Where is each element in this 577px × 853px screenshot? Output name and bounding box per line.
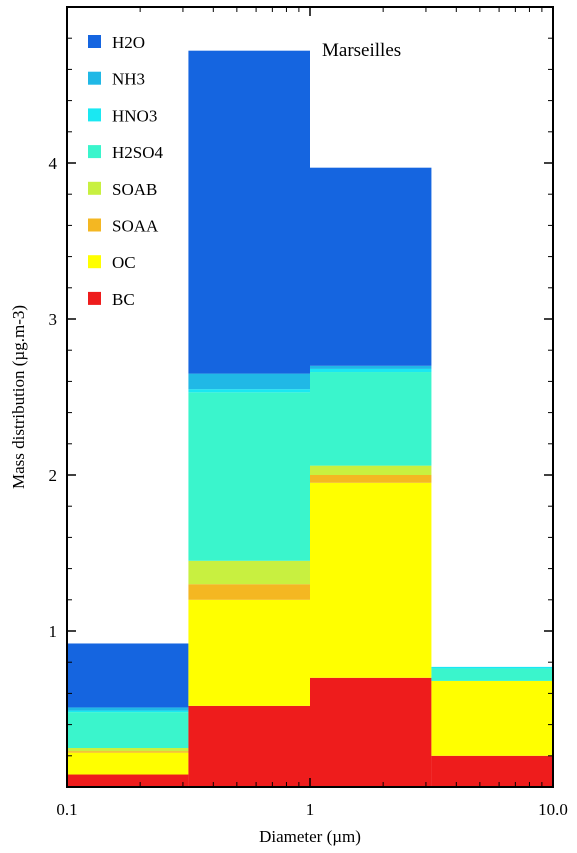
bar-segment-oc-bin-1	[67, 752, 189, 775]
bars-layer	[67, 50, 553, 787]
bar-segment-bc-bin-4	[431, 755, 553, 787]
x-tick-label: 1	[306, 800, 315, 819]
bar-segment-hno3-bin-4	[431, 666, 553, 669]
legend: H2O NH3 HNO3 H2SO4 SOAB SOAA OC BC	[88, 33, 164, 309]
legend-swatch-oc	[88, 255, 101, 269]
legend-label-h2so4: H2SO4	[112, 143, 164, 162]
bar-segment-soab-bin-3	[310, 465, 432, 475]
bar-segment-soab-bin-2	[188, 560, 310, 585]
legend-label-soaa: SOAA	[112, 217, 159, 236]
legend-label-soab: SOAB	[112, 180, 157, 199]
y-tick-label: 2	[49, 466, 58, 485]
legend-swatch-soab	[88, 181, 101, 195]
bar-segment-h2o-bin-2	[188, 50, 310, 374]
bar-segment-hno3-bin-3	[310, 368, 432, 373]
location-annotation: Marseilles	[322, 40, 401, 61]
legend-swatch-hno3	[88, 108, 101, 122]
bar-segment-nh3-bin-1	[67, 707, 189, 711]
bar-segment-h2o-bin-3	[310, 167, 432, 366]
legend-label-oc: OC	[112, 253, 136, 272]
legend-swatch-bc	[88, 291, 101, 305]
bar-segment-nh3-bin-2	[188, 373, 310, 390]
y-axis-label: Mass distribution (µg.m-3)	[9, 305, 28, 489]
bar-segment-h2so4-bin-4	[431, 668, 553, 681]
legend-swatch-h2o	[88, 35, 101, 48]
bar-segment-hno3-bin-1	[67, 710, 189, 713]
bar-segment-h2so4-bin-3	[310, 372, 432, 466]
bar-segment-soaa-bin-3	[310, 475, 432, 483]
x-tick-label: 10.0	[538, 800, 568, 819]
bar-segment-h2so4-bin-2	[188, 392, 310, 561]
bar-segment-oc-bin-2	[188, 599, 310, 706]
bar-segment-bc-bin-1	[67, 774, 189, 787]
bar-segment-bc-bin-2	[188, 705, 310, 787]
bar-segment-soaa-bin-2	[188, 584, 310, 600]
x-axis-label: Diameter (µm)	[259, 827, 361, 846]
legend-label-hno3: HNO3	[112, 106, 157, 125]
legend-label-h2o: H2O	[112, 33, 145, 52]
y-tick-label: 4	[49, 154, 58, 173]
y-tick-label: 3	[49, 310, 58, 329]
x-tick-label: 0.1	[56, 800, 77, 819]
legend-label-nh3: NH3	[112, 70, 145, 89]
bar-segment-bc-bin-3	[310, 677, 432, 787]
bar-segment-hno3-bin-2	[188, 389, 310, 393]
ticks-layer: 1 2 3 4 0.1 1 10.0	[49, 7, 568, 819]
y-tick-label: 1	[49, 622, 58, 641]
bar-segment-nh3-bin-3	[310, 365, 432, 369]
bar-segment-oc-bin-3	[310, 482, 432, 678]
legend-label-bc: BC	[112, 290, 135, 309]
legend-swatch-soaa	[88, 218, 101, 232]
bar-segment-oc-bin-4	[431, 680, 553, 756]
bar-segment-h2o-bin-1	[67, 643, 189, 708]
legend-swatch-nh3	[88, 71, 101, 85]
bar-segment-soaa-bin-1	[67, 751, 189, 753]
legend-swatch-h2so4	[88, 145, 101, 159]
bar-segment-h2so4-bin-1	[67, 712, 189, 748]
bar-segment-soab-bin-1	[67, 748, 189, 752]
